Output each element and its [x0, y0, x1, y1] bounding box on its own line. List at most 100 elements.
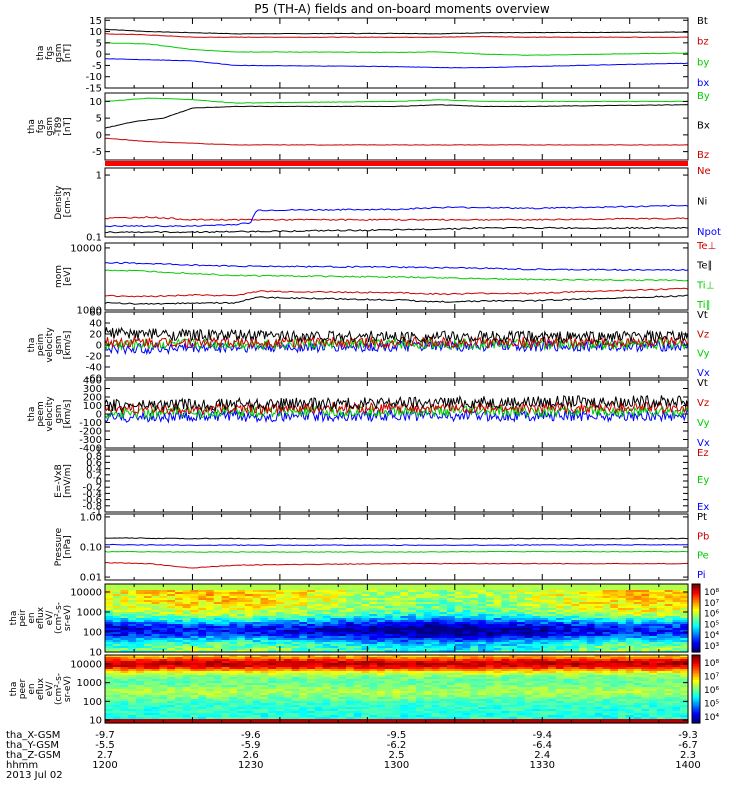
legend-Vy: Vy: [697, 418, 710, 429]
heat-cell: [167, 683, 176, 686]
heat-cell: [586, 628, 596, 631]
heat-cell: [229, 693, 238, 696]
heat-cell: [664, 630, 674, 633]
heat-cell: [260, 614, 269, 617]
heat-cell: [244, 638, 254, 641]
heat-cell: [237, 624, 246, 627]
heat-cell: [198, 610, 207, 613]
heat-cell: [260, 661, 269, 664]
heat-cell: [213, 715, 223, 718]
heat-cell: [618, 596, 627, 599]
heat-cell: [346, 667, 355, 670]
heat-cell: [369, 661, 378, 664]
heat-cell: [244, 657, 254, 660]
heat-cell: [633, 592, 642, 595]
heat-cell: [159, 620, 168, 623]
heat-cell: [190, 703, 199, 706]
heat-cell: [548, 590, 557, 593]
heat-cell: [198, 624, 207, 627]
heat-cell: [493, 640, 503, 643]
heat-cell: [447, 691, 456, 694]
heat-cell: [330, 719, 339, 722]
heat-cell: [548, 624, 557, 627]
heat-cell: [307, 659, 316, 662]
y-axis-label-line: peem: [36, 401, 46, 427]
heat-cell: [641, 598, 650, 601]
heat-cell: [276, 685, 285, 688]
heat-cell: [182, 588, 192, 591]
heat-cell: [353, 648, 363, 651]
heat-cell: [307, 636, 316, 639]
heat-cell: [143, 661, 153, 664]
heat-cell: [462, 648, 471, 651]
heat-cell: [237, 636, 246, 639]
heat-cell: [641, 584, 650, 587]
heat-cell: [664, 640, 674, 643]
heat-cell: [237, 600, 246, 603]
heat-cell: [447, 594, 456, 597]
heat-cell: [509, 618, 518, 621]
heat-cell: [276, 600, 285, 603]
heat-cell: [470, 677, 479, 680]
heat-cell: [338, 681, 347, 684]
heat-cell: [392, 644, 401, 647]
heat-cell: [283, 584, 293, 587]
heat-cell: [594, 594, 604, 597]
heat-cell: [143, 689, 153, 692]
heat-cell: [322, 604, 332, 607]
heat-cell: [128, 614, 137, 617]
heat-cell: [252, 671, 262, 674]
heat-cell: [447, 683, 456, 686]
heat-cell: [190, 600, 199, 603]
heat-cell: [563, 610, 572, 613]
heat-cell: [470, 612, 479, 615]
heat-cell: [384, 667, 394, 670]
heat-cell: [175, 687, 184, 690]
heat-cell: [167, 689, 176, 692]
heat-cell: [625, 622, 635, 625]
heat-cell: [198, 659, 207, 662]
heat-cell: [136, 717, 145, 720]
heat-cell: [120, 606, 129, 609]
heat-cell: [260, 584, 269, 587]
heat-cell: [454, 661, 464, 664]
heat-cell: [602, 638, 611, 641]
heat-cell: [229, 630, 238, 633]
heat-cell: [439, 671, 448, 674]
heat-cell: [377, 697, 386, 700]
heat-cell: [330, 600, 339, 603]
series-bz: [105, 33, 689, 38]
heat-cell: [462, 701, 471, 704]
heat-cell: [159, 602, 168, 605]
y-tick-label: 40: [89, 319, 102, 330]
heat-cell: [237, 606, 246, 609]
heat-cell: [431, 608, 440, 611]
heat-cell: [462, 691, 471, 694]
heat-cell: [447, 622, 456, 625]
heat-cell: [470, 610, 479, 613]
heat-cell: [229, 701, 238, 704]
heat-cell: [299, 636, 308, 639]
y-tick-label: 0.8: [86, 452, 102, 463]
heat-cell: [322, 671, 332, 674]
heat-cell: [268, 644, 277, 647]
heat-cell: [610, 618, 619, 621]
heat-cell: [447, 588, 456, 591]
heat-cell: [299, 705, 308, 708]
heat-cell: [361, 602, 370, 605]
heat-cell: [485, 669, 495, 672]
heat-cell: [252, 626, 262, 629]
heat-cell: [384, 622, 394, 625]
heat-cell: [478, 711, 487, 714]
heat-cell: [485, 711, 495, 714]
heat-cell: [167, 675, 176, 678]
heat-cell: [439, 610, 448, 613]
heat-cell: [283, 657, 293, 660]
heat-cell: [517, 642, 526, 645]
heat-cell: [159, 659, 168, 662]
heat-cell: [408, 691, 417, 694]
heat-cell: [517, 632, 526, 635]
heat-cell: [392, 681, 401, 684]
heat-cell: [470, 675, 479, 678]
heat-cell: [377, 687, 386, 690]
